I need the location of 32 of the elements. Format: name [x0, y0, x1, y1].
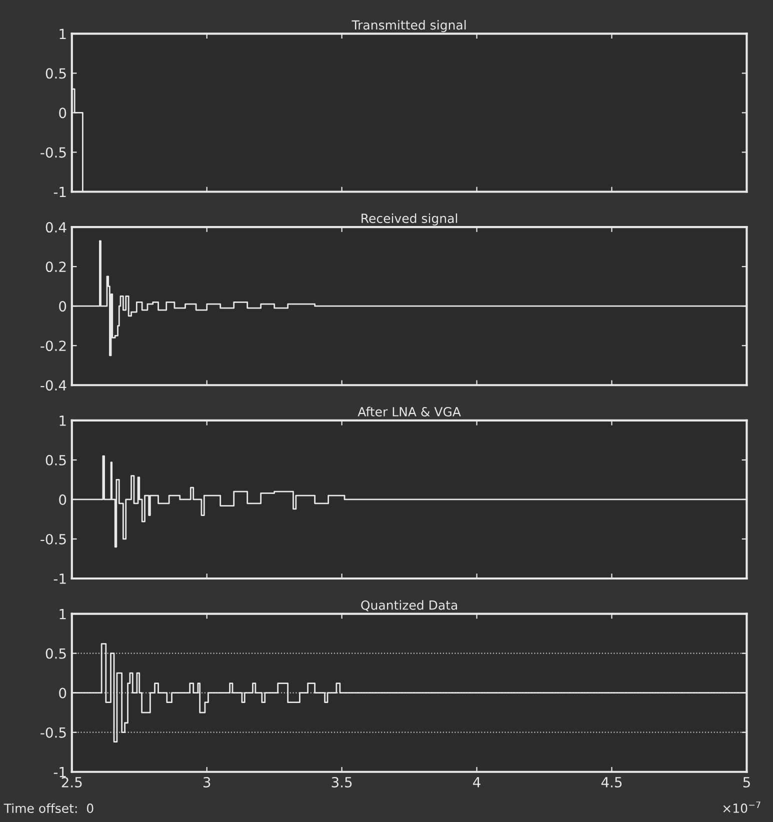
y-tick-label: -0.2: [40, 340, 66, 352]
y-tick-label: 0.5: [46, 68, 66, 79]
y-tick-label: -0.5: [40, 727, 66, 738]
x-tick-label: 5: [743, 777, 750, 788]
y-tick-label: 0: [59, 301, 66, 312]
y-tick-label: 1: [60, 416, 66, 426]
x-tick-label: 3: [203, 776, 210, 788]
x-tick-label: 3.5: [332, 776, 352, 788]
y-tick-label: -0.5: [40, 534, 66, 544]
y-tick-label: 1: [60, 608, 66, 620]
y-tick-label: 0.2: [46, 262, 66, 272]
y-tick-label: 0: [59, 494, 66, 505]
x-tick-label: 4.5: [601, 777, 622, 788]
x-tick-label: 2.5: [62, 776, 82, 788]
y-tick-label: -1: [54, 186, 66, 198]
text: Time offset: 0: [4, 803, 94, 813]
y-tick-label: -0.5: [40, 147, 66, 158]
chart-title: Transmitted signal: [352, 20, 466, 32]
y-tick-label: -1: [54, 574, 66, 584]
y-tick-label: 0.5: [46, 454, 66, 466]
y-tick-label: 1: [60, 28, 66, 39]
chart-title: After LNA & VGA: [358, 406, 461, 416]
chart-title: Received signal: [362, 213, 458, 226]
y-tick-label: 0: [59, 108, 66, 118]
y-tick-label: 0.4: [46, 222, 66, 233]
y-tick-label: 0.5: [46, 648, 66, 659]
y-tick-label: -1: [54, 767, 66, 778]
y-tick-label: -0.4: [40, 380, 66, 391]
chart-title: Quantized Data: [361, 600, 458, 612]
y-tick-label: 0: [59, 688, 66, 698]
x-tick-label: 4: [473, 777, 480, 788]
text: ×10$^{−7}$: [723, 802, 760, 813]
